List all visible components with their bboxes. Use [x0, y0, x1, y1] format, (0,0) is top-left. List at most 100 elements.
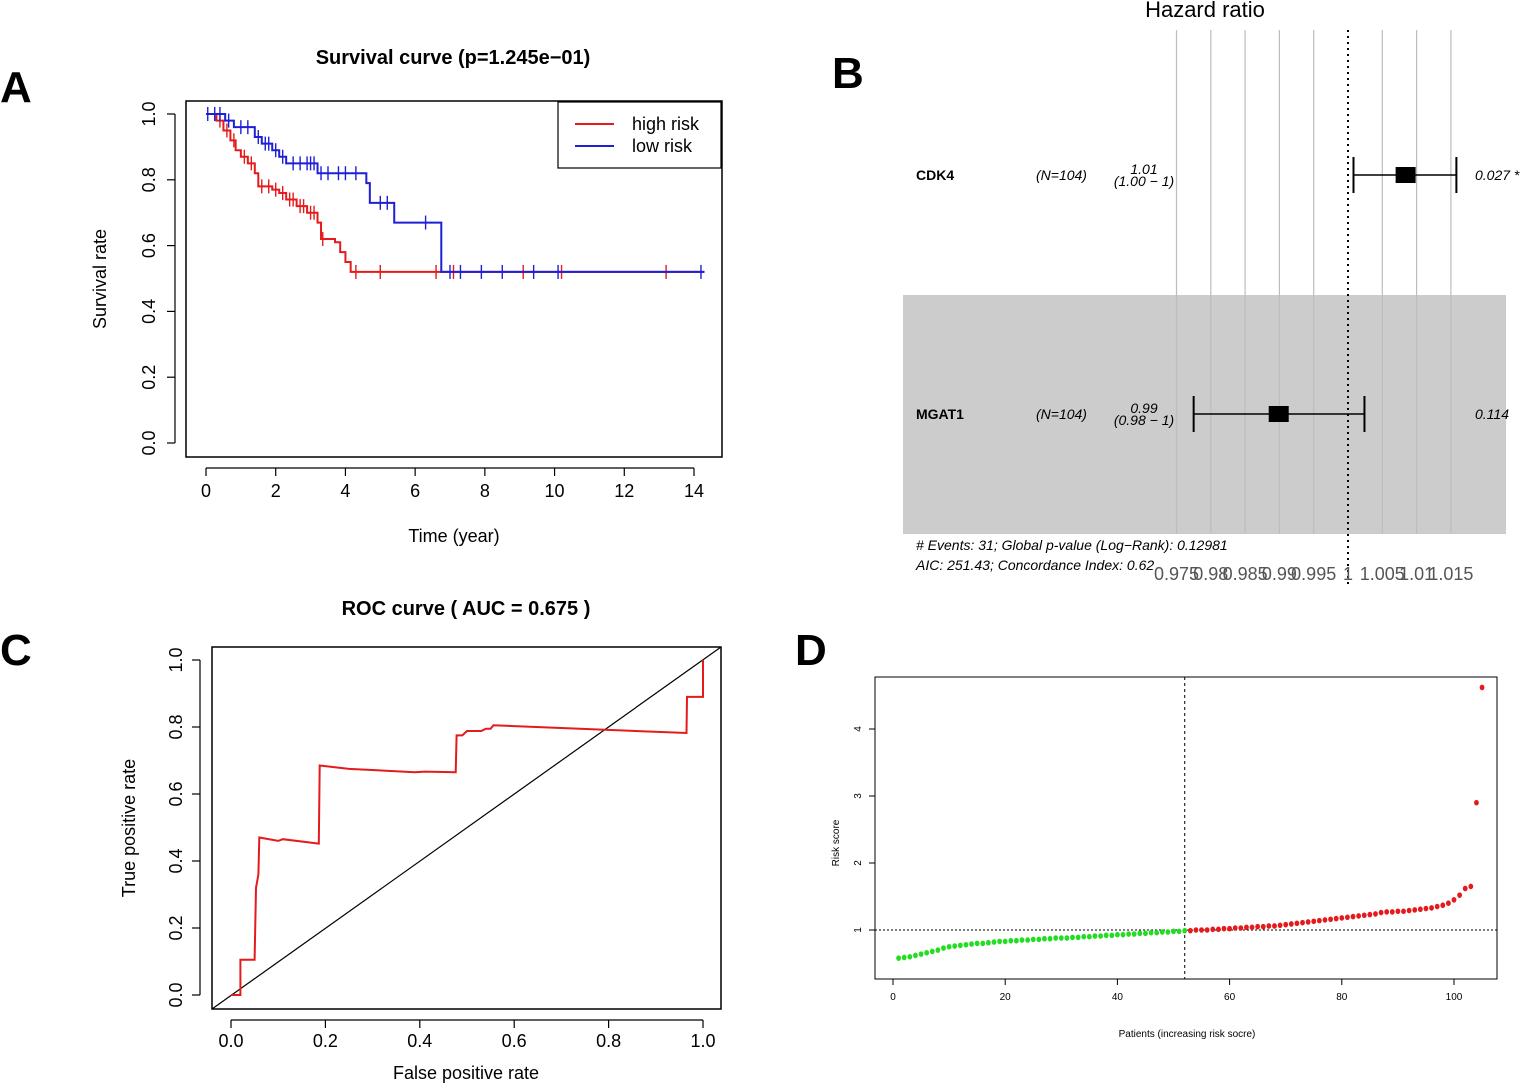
risk-point — [913, 952, 918, 959]
risk-point — [963, 941, 969, 948]
risk-y-tick-label: 2 — [853, 860, 864, 866]
risk-point — [957, 942, 963, 949]
risk-point — [1081, 933, 1087, 940]
risk-point — [1058, 935, 1064, 941]
risk-point — [1339, 915, 1345, 921]
survival-x-tick-label: 8 — [480, 481, 490, 501]
survival-y-tick-label: 0.6 — [139, 233, 159, 258]
survival-y-tick-label: 0.8 — [139, 167, 159, 192]
forest-x-tick-label: 1.005 — [1360, 564, 1405, 584]
risk-point — [1036, 936, 1042, 943]
panel-letter-c: C — [0, 626, 32, 675]
risk-point — [1030, 936, 1036, 943]
risk-point — [1199, 927, 1204, 933]
risk-point — [1115, 931, 1120, 938]
risk-point — [1249, 924, 1255, 931]
forest-plot: Hazard ratio CDK4 (N=104) 1.01(1.00 − 1) 0.… — [903, 0, 1520, 585]
forest-estimate-box — [1268, 406, 1289, 422]
roc-y-tick-label: 1.0 — [166, 647, 186, 672]
roc-x-tick-label: 1.0 — [690, 1031, 715, 1051]
risk-point — [924, 949, 930, 956]
survival-y-tick-label: 0.2 — [139, 365, 159, 390]
risk-x-tick-label: 80 — [1336, 992, 1348, 1003]
risk-point — [1025, 937, 1031, 943]
risk-point — [1171, 928, 1176, 935]
roc-ylabel: True positive rate — [119, 759, 139, 897]
risk-point — [1092, 933, 1098, 939]
risk-point — [1417, 906, 1423, 913]
risk-point — [1086, 933, 1092, 940]
risk-point — [1479, 684, 1485, 691]
risk-point — [1154, 929, 1160, 936]
forest-x-tick-label: 0.985 — [1223, 564, 1268, 584]
survival-x-tick-label: 4 — [340, 481, 350, 501]
risk-point — [1350, 913, 1356, 920]
risk-point — [1148, 929, 1154, 936]
survival-y-tick-label: 1.0 — [139, 101, 159, 126]
risk-point — [1283, 921, 1289, 928]
survival-x-tick-label: 6 — [410, 481, 420, 501]
risk-point — [1143, 930, 1148, 937]
forest-ci-label: (0.98 − 1) — [1114, 412, 1174, 428]
risk-point — [1244, 924, 1249, 931]
roc-x-tick-label: 0.6 — [502, 1031, 527, 1051]
risk-point — [1098, 933, 1103, 939]
risk-point — [1288, 921, 1294, 927]
roc-y-tick-label: 0.4 — [166, 848, 186, 873]
risk-point — [1053, 935, 1059, 941]
risk-point — [1187, 927, 1193, 934]
forest-footer-events: # Events: 31; Global p-value (Log−Rank):… — [916, 537, 1228, 553]
risk-point — [1042, 935, 1047, 942]
risk-point — [1412, 907, 1418, 913]
risk-point — [1311, 918, 1317, 925]
risk-x-tick-label: 0 — [890, 992, 896, 1003]
risk-point — [1255, 923, 1261, 930]
risk-point — [1378, 909, 1384, 916]
forest-ci-label: (1.00 − 1) — [1114, 173, 1174, 189]
roc-x-tick-label: 0.8 — [596, 1031, 621, 1051]
survival-x-tick-label: 14 — [684, 481, 704, 501]
risk-ylabel: Risk score — [831, 819, 842, 866]
forest-x-tick-label: 0.975 — [1154, 564, 1199, 584]
survival-line-high-risk — [206, 113, 705, 273]
survival-ylabel: Survival rate — [90, 229, 110, 329]
roc-y-tick-label: 0.0 — [166, 982, 186, 1007]
risk-point — [1367, 911, 1373, 918]
risk-point — [1260, 923, 1266, 930]
survival-chart: Survival curve (p=1.245e−01) Time (year)… — [90, 47, 723, 546]
risk-y-tick-label: 3 — [853, 793, 864, 799]
risk-x-tick-label: 60 — [1224, 992, 1236, 1003]
forest-x-tick-label: 0.995 — [1291, 564, 1336, 584]
risk-x-tick-label: 20 — [1000, 992, 1012, 1003]
risk-point — [1451, 897, 1457, 903]
survival-legend-box — [557, 101, 722, 169]
roc-y-tick-label: 0.2 — [166, 915, 186, 940]
survival-x-tick-label: 12 — [614, 481, 634, 501]
roc-curve — [231, 660, 704, 996]
roc-y-tick-label: 0.6 — [166, 781, 186, 806]
risk-point — [896, 955, 902, 961]
risk-point — [1221, 925, 1227, 932]
risk-point — [1215, 926, 1221, 933]
risk-point — [1019, 937, 1025, 943]
risk-point — [1384, 909, 1390, 915]
risk-point — [1238, 925, 1244, 931]
survival-title: Survival curve (p=1.245e−01) — [316, 47, 591, 69]
risk-point — [1316, 917, 1322, 924]
risk-point — [1277, 922, 1283, 929]
risk-point — [1294, 920, 1300, 927]
legend-low-risk-label: low risk — [632, 136, 693, 156]
risk-point — [1204, 927, 1210, 933]
forest-gene-label: CDK4 — [916, 167, 954, 183]
risk-point — [1120, 931, 1126, 938]
roc-diagonal-line — [211, 646, 722, 1010]
forest-title: Hazard ratio — [1145, 0, 1265, 22]
forest-x-tick-label: 1.01 — [1399, 564, 1434, 584]
roc-title: ROC curve ( AUC = 0.675 ) — [342, 598, 591, 620]
risk-point — [1395, 908, 1401, 915]
survival-plot-frame — [185, 100, 723, 458]
risk-point — [1457, 892, 1463, 898]
risk-point — [1440, 902, 1446, 909]
risk-point — [1064, 935, 1070, 941]
